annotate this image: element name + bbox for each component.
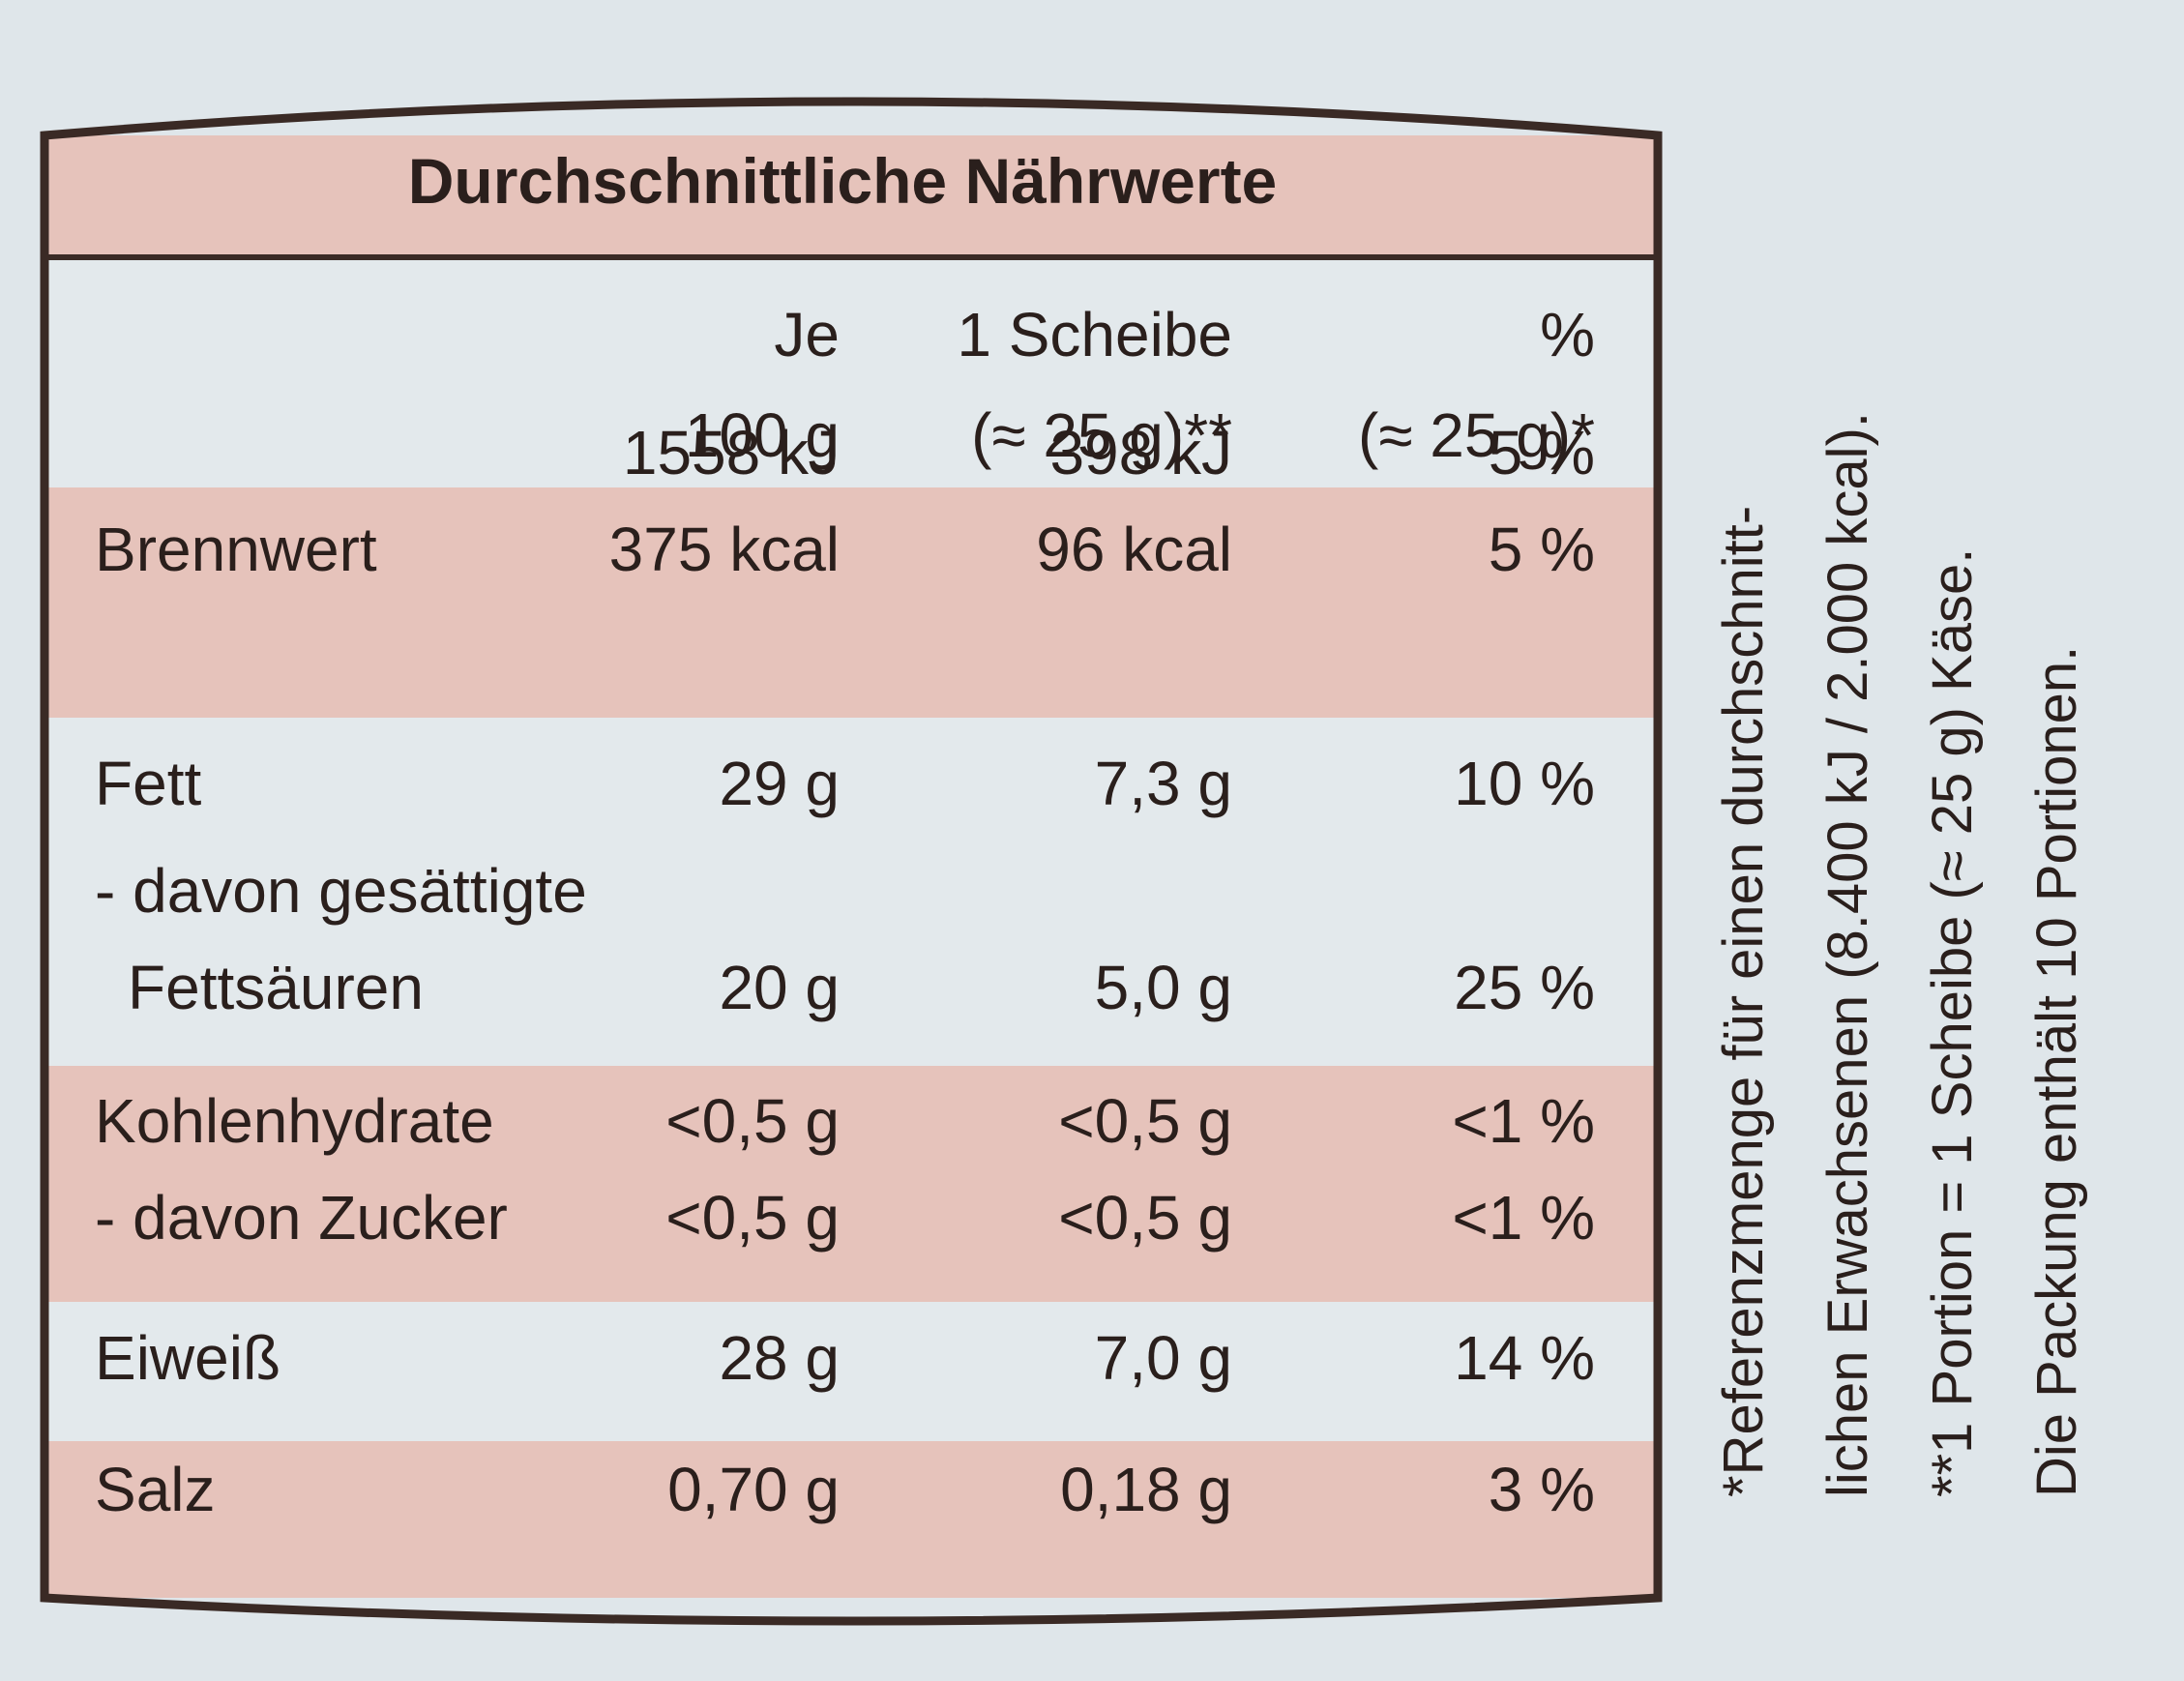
row-label: Brennwert xyxy=(95,515,377,584)
column-header: Je xyxy=(774,300,840,369)
column-header: (≈ 25 g)* xyxy=(1358,400,1595,470)
row-value: 5 % xyxy=(1489,515,1595,584)
row-value: 10 % xyxy=(1454,749,1595,818)
row-value: 20 g xyxy=(719,953,840,1022)
row-value: 28 g xyxy=(719,1323,840,1393)
row-value: 7,0 g xyxy=(1095,1323,1232,1393)
row-label: - davon gesättigte xyxy=(95,856,587,926)
row-value: 96 kcal xyxy=(1036,515,1232,584)
row-value: 375 kcal xyxy=(609,515,840,584)
row-value: 25 % xyxy=(1454,953,1595,1022)
row-value: 3 % xyxy=(1489,1455,1595,1524)
row-label: - davon Zucker xyxy=(95,1183,508,1253)
footnote: lichen Erwachsenen (8.400 kJ / 2.000 kca… xyxy=(1816,412,1879,1497)
row-band xyxy=(44,1066,1658,1302)
row-value: 5,0 g xyxy=(1095,953,1232,1022)
row-band xyxy=(44,487,1658,718)
row-value: 0,18 g xyxy=(1060,1455,1232,1524)
row-value: <0,5 g xyxy=(1058,1183,1232,1253)
row-value: <0,5 g xyxy=(665,1086,840,1156)
footnote: *Referenzmenge für einen durchschnitt- xyxy=(1712,506,1775,1497)
row-value: 7,3 g xyxy=(1095,749,1232,818)
row-value: 1558 kJ xyxy=(623,418,840,487)
table-panel xyxy=(44,135,1658,1598)
row-label: Kohlenhydrate xyxy=(95,1086,494,1156)
row-label: Eiweiß xyxy=(95,1323,280,1393)
row-value: <0,5 g xyxy=(1058,1086,1232,1156)
footnote: **1 Portion = 1 Scheibe (≈ 25 g) Käse. xyxy=(1921,548,1984,1497)
column-header: 100 g xyxy=(685,400,840,470)
row-value: 398 kJ xyxy=(1049,418,1232,487)
footnote: Die Packung enthält 10 Portionen. xyxy=(2025,646,2088,1497)
row-label: Fettsäuren xyxy=(128,953,424,1022)
row-value: 14 % xyxy=(1454,1323,1595,1393)
row-value: 5 % xyxy=(1489,418,1595,487)
title-band xyxy=(44,135,1658,257)
table-border xyxy=(40,97,1663,1626)
row-band xyxy=(44,1441,1658,1598)
row-value: <0,5 g xyxy=(665,1183,840,1253)
title: Durchschnittliche Nährwerte xyxy=(408,145,1278,217)
row-value: <1 % xyxy=(1452,1183,1595,1253)
column-header: (≈ 25 g)** xyxy=(971,400,1232,470)
column-header: 1 Scheibe xyxy=(957,300,1232,369)
column-header: % xyxy=(1540,300,1595,369)
row-value: 0,70 g xyxy=(667,1455,840,1524)
row-label: Fett xyxy=(95,749,201,818)
row-value: <1 % xyxy=(1452,1086,1595,1156)
row-value: 29 g xyxy=(719,749,840,818)
row-label: Salz xyxy=(95,1455,216,1524)
